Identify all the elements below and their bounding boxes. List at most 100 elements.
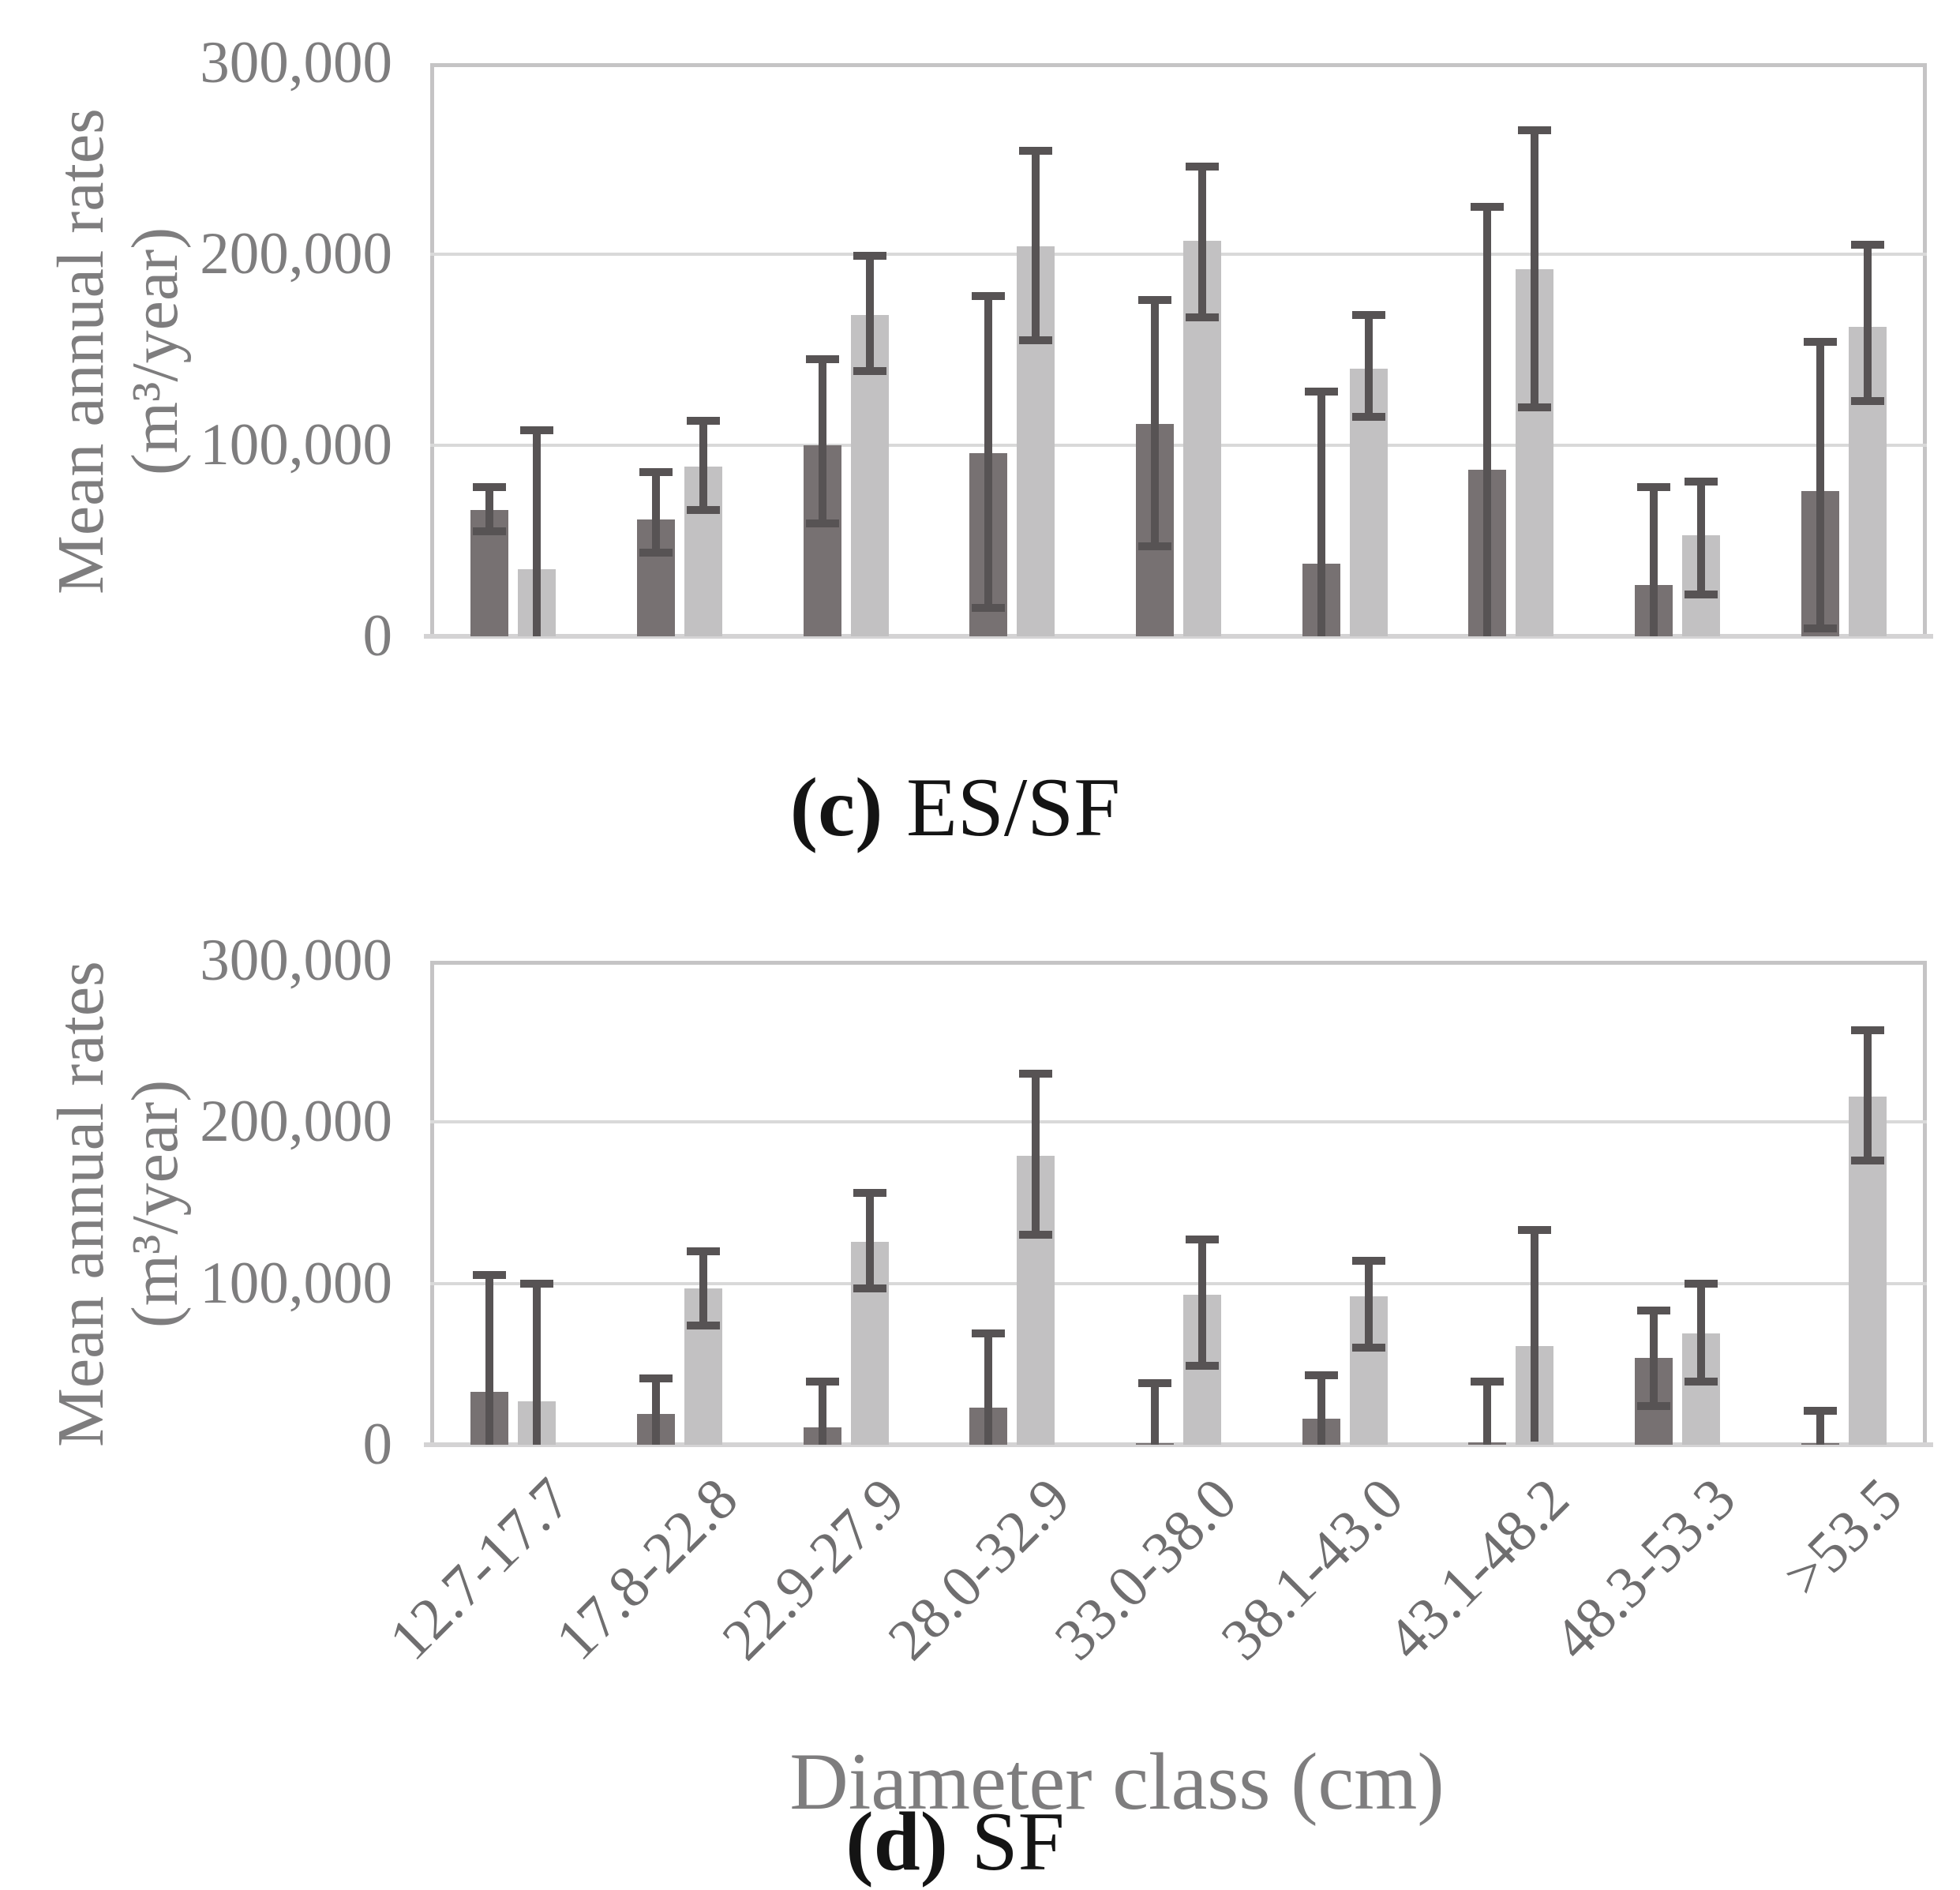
error-bar-cap-bottom [1351, 412, 1385, 421]
error-bar-cap-top [520, 1279, 554, 1288]
error-bar-cap-top [473, 1271, 507, 1280]
error-bar-cap-top [1186, 162, 1219, 171]
error-bar-cap-bottom [853, 366, 886, 375]
error-bar-cap-bottom [1518, 403, 1552, 411]
error-bar-cap-bottom [1850, 1157, 1884, 1165]
error-bar-line [1650, 487, 1658, 636]
error-bar-line [485, 487, 494, 531]
error-bar-line [1198, 1239, 1206, 1366]
error-bar-cap-top [520, 426, 554, 434]
error-bar-line [1650, 1311, 1658, 1406]
error-bar-cap-top [1186, 1236, 1219, 1244]
plot-area-chart-c: 0 100,000 200,000 300,000 [200, 30, 1933, 669]
y-tick-label: 300,000 [200, 30, 392, 96]
error-bar-line [699, 1251, 707, 1326]
y-tick-label: 0 [362, 1412, 393, 1477]
error-bar-cap-top [1803, 338, 1837, 347]
error-bar-line [1483, 1382, 1492, 1445]
error-bar-cap-bottom [1186, 1361, 1219, 1370]
error-bar-cap-top [1685, 477, 1718, 486]
error-bar-cap-top [639, 1374, 673, 1383]
error-bar-cap-bottom [1019, 1231, 1053, 1239]
error-bar-cap-bottom [1019, 336, 1053, 344]
error-bar-cap-top [853, 1189, 886, 1198]
error-bar-cap-top [1138, 296, 1171, 305]
error-bar-cap-bottom [1803, 624, 1837, 633]
error-bar-cap-bottom [1138, 542, 1171, 551]
caption-letter: (d) [845, 1795, 948, 1888]
error-bar-line [818, 359, 826, 524]
error-bar-cap-top [805, 355, 839, 364]
error-bar-cap-top [805, 1378, 839, 1386]
gridline-200000 [430, 253, 1927, 256]
error-bar-cap-top [687, 416, 720, 425]
error-bar-line [865, 256, 874, 371]
error-bar-line [1531, 1230, 1539, 1442]
error-bar-cap-bottom [687, 506, 720, 515]
error-bar-cap-bottom [1685, 1378, 1718, 1386]
error-bar-cap-top [1637, 1307, 1670, 1315]
error-bar-cap-top [1304, 1371, 1338, 1380]
error-bar-cap-bottom [805, 519, 839, 528]
error-bar-cap-top [1471, 1378, 1505, 1386]
error-bar-cap-top [1637, 483, 1670, 492]
error-bar-cap-bottom [1685, 590, 1718, 598]
caption-chart-d: (d) SF [0, 1794, 1910, 1890]
error-bar-line [1364, 315, 1373, 417]
error-bar-cap-top [1803, 1407, 1837, 1416]
error-bar-cap-top [1471, 202, 1505, 211]
error-bar-line [1863, 1029, 1872, 1161]
error-bar-line [533, 429, 542, 636]
y-tick-label: 0 [362, 603, 393, 669]
error-bar-cap-bottom [1637, 1401, 1670, 1410]
error-bar-cap-bottom [473, 527, 507, 535]
error-bar-line [984, 296, 993, 608]
error-bar-line [1697, 481, 1705, 594]
error-bar-cap-top [853, 252, 886, 261]
error-bar-line [533, 1283, 542, 1445]
x-axis-title: Diameter class (cm) [789, 1737, 1445, 1827]
error-bar-line [1816, 342, 1824, 629]
error-bar-line [1364, 1261, 1373, 1348]
error-bar-line [1863, 244, 1872, 402]
error-bar-cap-bottom [972, 603, 1006, 612]
y-axis-title-line1: Mean annual rates [43, 108, 118, 594]
error-bar-cap-bottom [853, 1284, 886, 1292]
error-bar-line [1816, 1411, 1824, 1445]
y-tick-label: 200,000 [200, 221, 392, 287]
error-bar-cap-top [639, 467, 673, 476]
error-bar-cap-top [1019, 1070, 1053, 1078]
error-bar-line [1483, 206, 1492, 636]
error-bar-cap-top [1351, 311, 1385, 320]
error-bar-cap-top [1019, 147, 1053, 156]
error-bar-cap-top [1304, 388, 1338, 396]
plot-frame [430, 63, 1927, 636]
error-bar-line [1531, 129, 1539, 407]
error-bar-cap-top [687, 1247, 720, 1255]
y-tick-label: 200,000 [200, 1089, 392, 1155]
error-bar-line [699, 420, 707, 511]
gridline-200000 [430, 1120, 1927, 1124]
error-bar-cap-top [972, 292, 1006, 301]
error-bar-line [1032, 1074, 1040, 1236]
error-bar-cap-top [1518, 126, 1552, 134]
error-bar-cap-top [1351, 1257, 1385, 1266]
error-bar-line [865, 1193, 874, 1288]
error-bar-line [1317, 392, 1325, 636]
error-bar-line [1032, 151, 1040, 340]
error-bar-line [1317, 1375, 1325, 1445]
caption-text: SF [971, 1795, 1065, 1888]
error-bar-line [818, 1382, 826, 1445]
error-bar-cap-top [1850, 1026, 1884, 1034]
error-bar-cap-bottom [687, 1321, 720, 1329]
error-bar-line [1151, 300, 1159, 547]
plot-frame [430, 961, 1927, 1445]
y-tick-label: 100,000 [200, 1250, 392, 1316]
error-bar-line [652, 1378, 660, 1445]
error-bar-cap-bottom [1351, 1344, 1385, 1352]
y-tick-label: 100,000 [200, 412, 392, 478]
error-bar-line [1151, 1383, 1159, 1445]
gridline-100000 [430, 444, 1927, 447]
error-bar-cap-bottom [1186, 313, 1219, 321]
